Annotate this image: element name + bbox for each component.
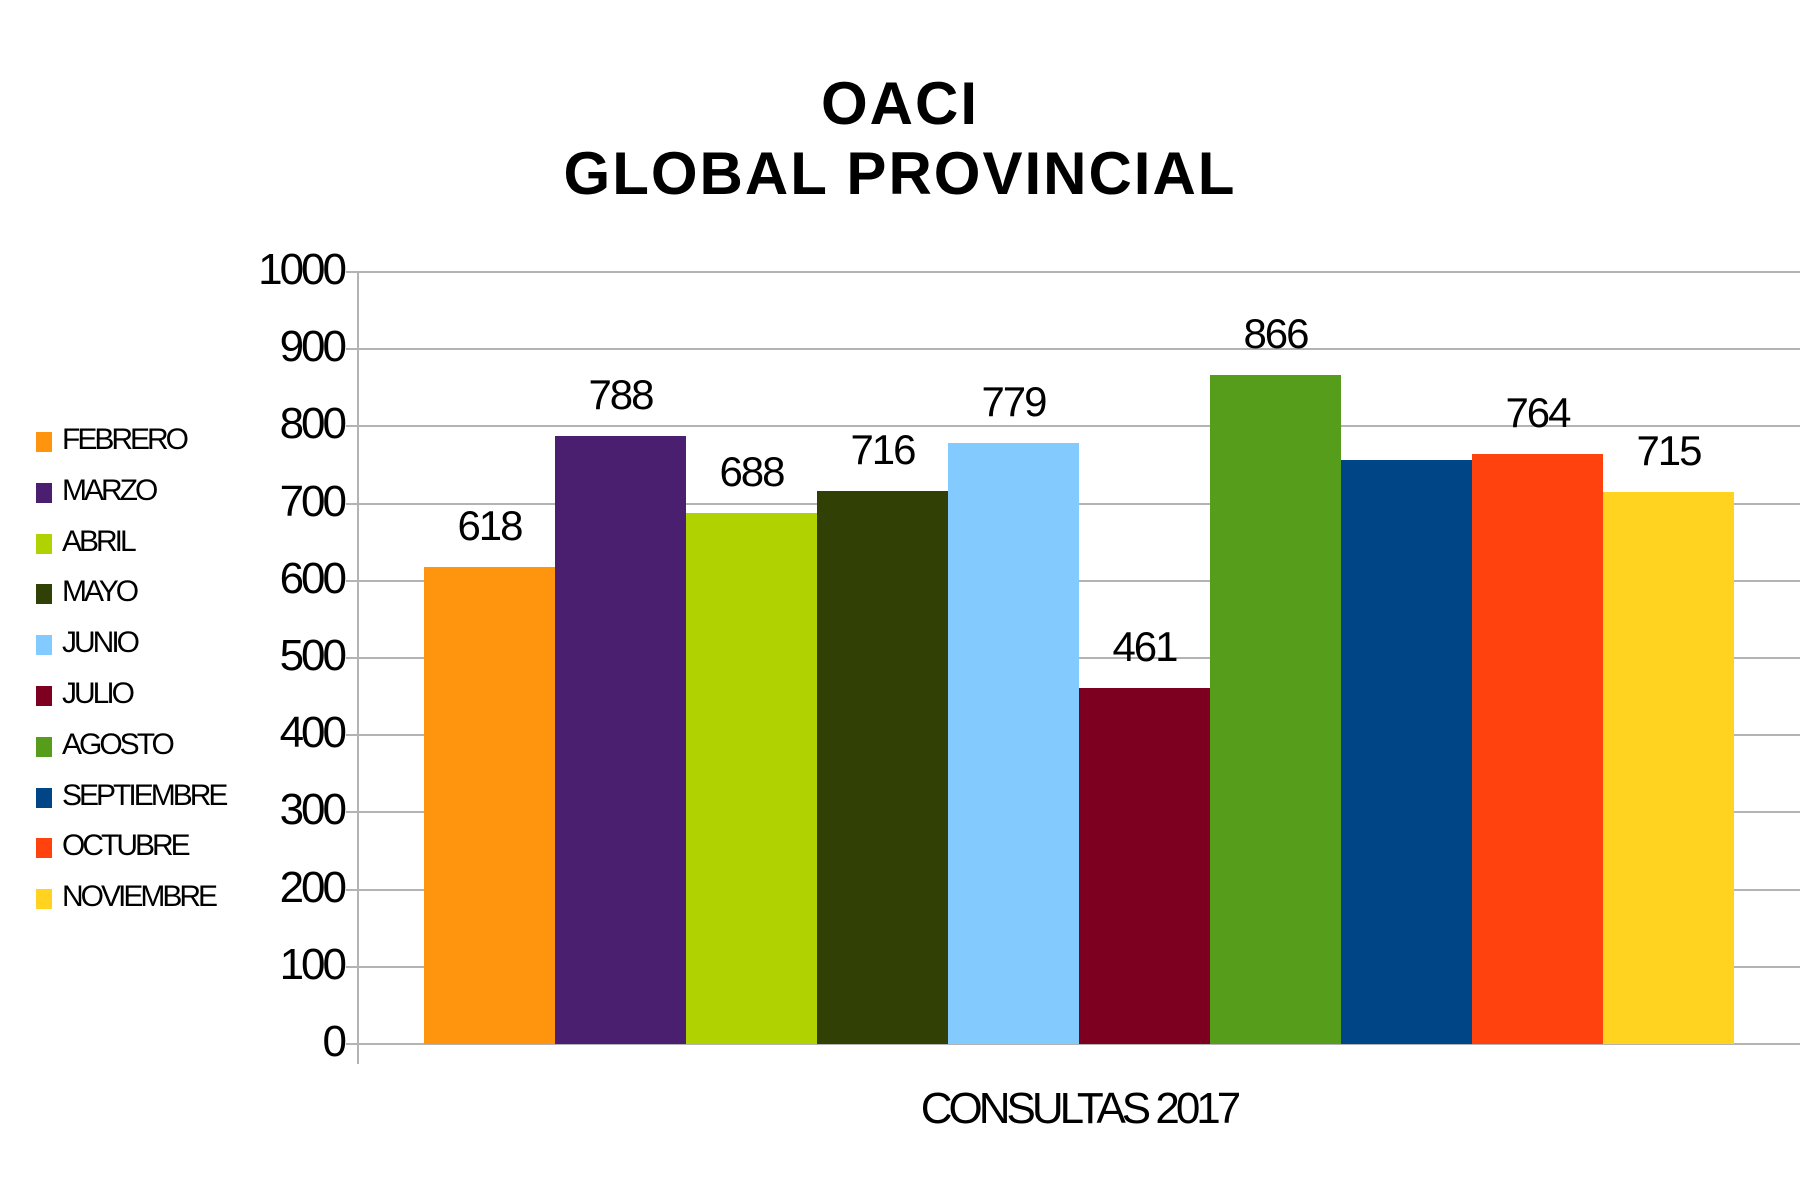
legend-item-mayo: MAYO	[36, 570, 276, 614]
y-tick-label: 200	[279, 862, 347, 912]
bar-junio	[948, 442, 1079, 1044]
legend-label: ABRIL	[62, 524, 137, 558]
y-tick-label: 700	[279, 476, 347, 526]
legend-label: AGOSTO	[62, 727, 175, 761]
bar-julio	[1079, 688, 1210, 1044]
legend-swatch-icon	[36, 533, 52, 554]
bar-septiembre	[1341, 459, 1472, 1044]
y-tick-label: 100	[279, 939, 347, 989]
bar-value-label: 788	[588, 370, 654, 418]
y-tick-label: 300	[279, 785, 347, 835]
legend-item-agosto: AGOSTO	[36, 723, 276, 767]
y-tick-label: 500	[279, 631, 347, 680]
bar-marzo	[555, 435, 686, 1044]
legend-item-octubre: OCTUBRE	[36, 824, 276, 868]
legend-item-julio: JULIO	[36, 672, 276, 716]
bar-value-label: 461	[1112, 623, 1178, 671]
bar-value-label: 618	[457, 501, 523, 549]
bar-noviembre	[1603, 492, 1734, 1044]
bar-value-label: 779	[981, 377, 1047, 425]
y-tick-label: 400	[279, 708, 347, 758]
legend-item-febrero: FEBRERO	[36, 418, 276, 462]
legend-label: JULIO	[62, 677, 135, 710]
bar-value-label: 866	[1243, 310, 1309, 358]
y-axis-line	[357, 272, 359, 1064]
legend-item-abril: ABRIL	[36, 520, 276, 564]
bar-value-label: 764	[1505, 389, 1571, 437]
bar-value-label: 716	[850, 426, 916, 474]
legend-swatch-icon	[36, 482, 52, 503]
legend-label: NOVIEMBRE	[62, 880, 218, 914]
x-axis-label: CONSULTAS 2017	[920, 1084, 1242, 1133]
legend-item-noviembre: NOVIEMBRE	[36, 875, 276, 919]
legend-swatch-icon	[36, 584, 52, 605]
legend-label: FEBRERO	[62, 423, 189, 456]
gridline	[346, 271, 1800, 273]
legend-swatch-icon	[36, 635, 52, 656]
y-tick-label: 900	[279, 322, 347, 372]
legend-swatch-icon	[36, 736, 52, 757]
bar-octubre	[1472, 454, 1603, 1044]
legend-item-septiembre: SEPTIEMBRE	[36, 774, 276, 818]
bar-value-label: 715	[1636, 427, 1702, 475]
bar-agosto	[1210, 375, 1341, 1044]
legend-label: MAYO	[62, 575, 139, 609]
legend-item-marzo: MARZO	[36, 469, 276, 513]
gridline	[346, 348, 1800, 351]
legend-swatch-icon	[36, 787, 52, 808]
gridline	[346, 425, 1800, 428]
y-tick-label: 600	[279, 553, 347, 603]
legend-swatch-icon	[36, 432, 52, 452]
y-tick-label: 1000	[258, 245, 347, 294]
legend-swatch-icon	[36, 838, 52, 859]
chart-title-line-1: OACI	[821, 70, 979, 137]
legend-label: MARZO	[62, 473, 158, 507]
gridline	[346, 1043, 1800, 1045]
y-tick-label: 0	[322, 1017, 347, 1066]
bar-mayo	[817, 491, 948, 1044]
legend-swatch-icon	[36, 889, 52, 910]
chart-title-line-2: GLOBAL PROVINCIAL	[563, 140, 1237, 207]
legend-item-junio: JUNIO	[36, 621, 276, 665]
legend-label: SEPTIEMBRE	[62, 778, 228, 812]
bar-febrero	[424, 566, 555, 1044]
plot-area: 618 788 688 716 779 461 866 764 715	[346, 271, 1800, 1045]
legend-label: OCTUBRE	[62, 829, 191, 863]
legend-label: JUNIO	[62, 626, 140, 660]
legend-swatch-icon	[36, 686, 52, 706]
y-tick-label: 800	[279, 399, 347, 449]
bar-abril	[686, 512, 817, 1044]
bar-value-label: 688	[719, 447, 785, 495]
